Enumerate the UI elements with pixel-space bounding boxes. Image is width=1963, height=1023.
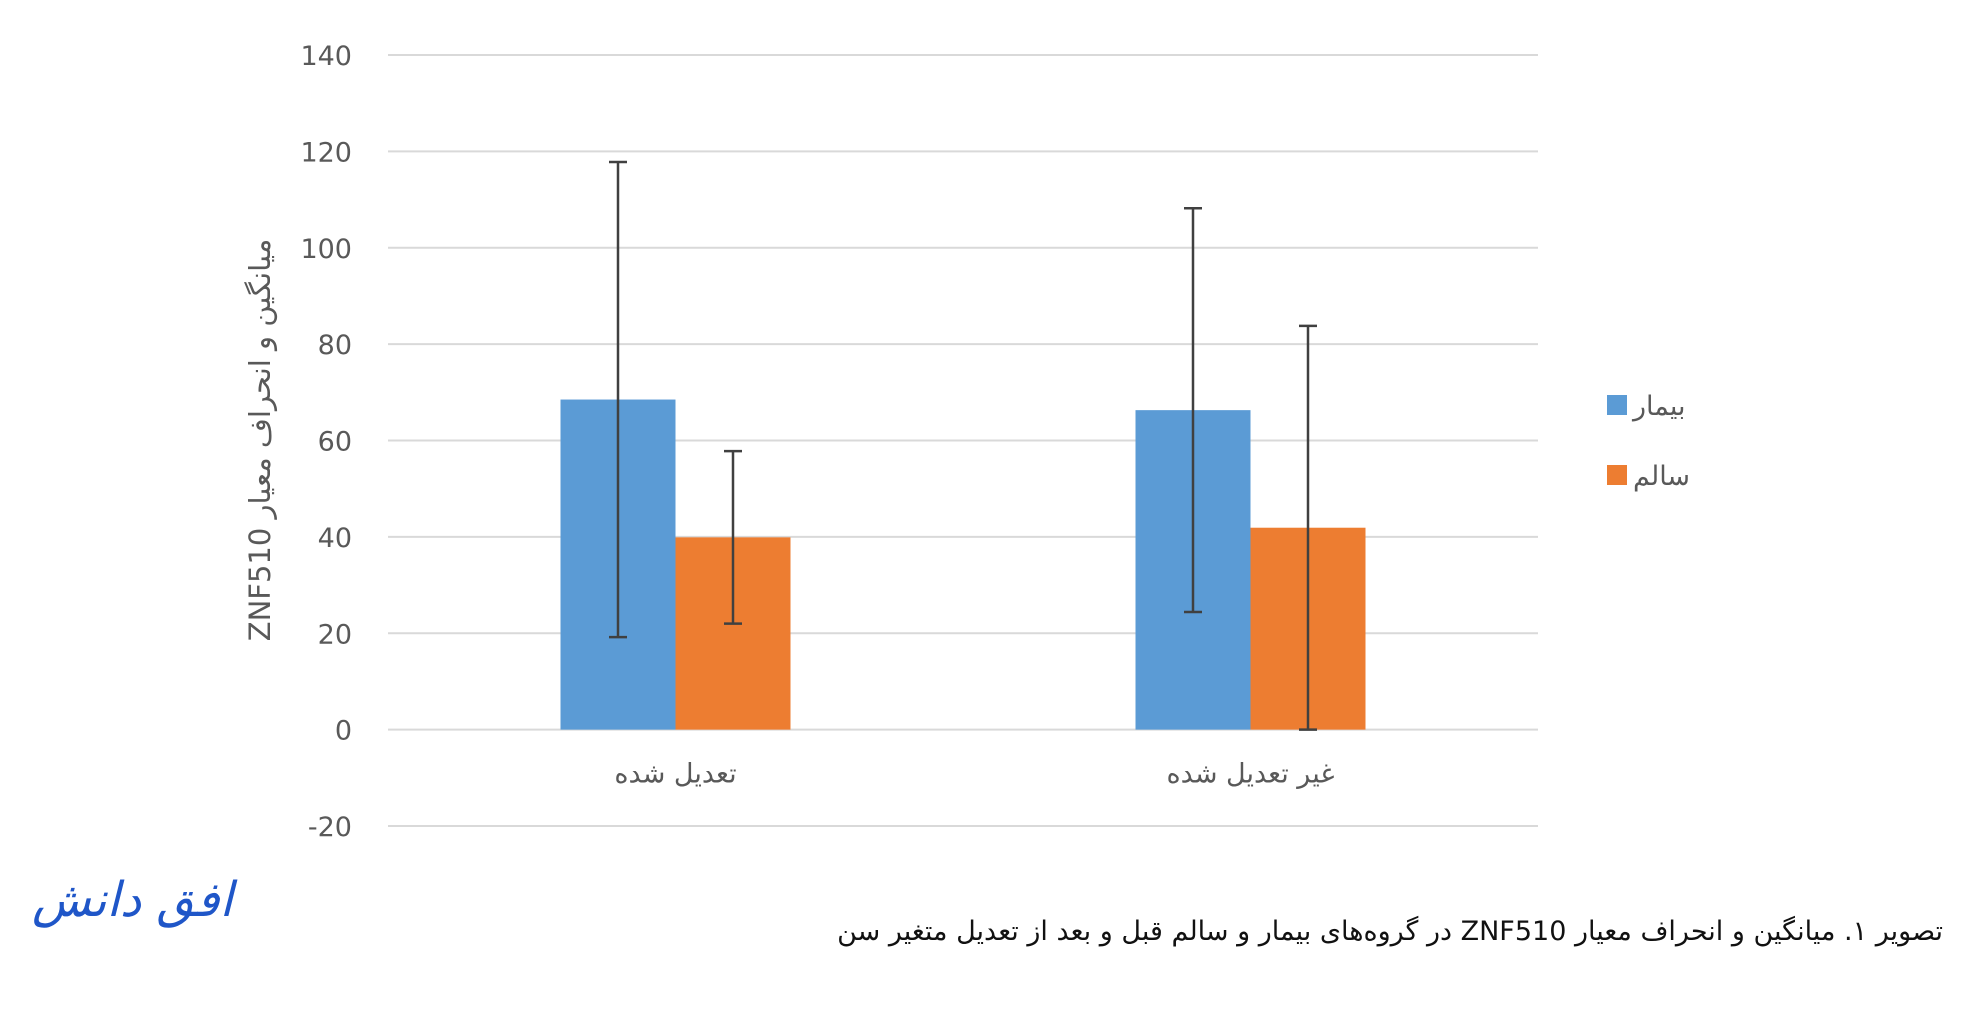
y-axis-title: ZNF510 میانگین و انحراف معیار: [243, 239, 277, 642]
category-label: تعدیل شده: [614, 759, 736, 790]
y-tick-label: -20: [308, 812, 352, 843]
y-tick-label: 80: [318, 330, 352, 361]
y-tick-label: 0: [335, 716, 352, 747]
y-tick-label: 40: [318, 523, 352, 554]
y-tick-label: 120: [300, 137, 352, 168]
legend-swatch: [1607, 465, 1627, 485]
legend-label: سالم: [1633, 461, 1690, 492]
category-label: غیر تعدیل شده: [1167, 759, 1335, 790]
y-tick-label: 60: [318, 427, 352, 458]
figure-caption: تصویر ۱. میانگین و انحراف معیار ZNF510 د…: [837, 916, 1943, 947]
journal-logo: افق دانش: [32, 872, 233, 928]
y-tick-label: 20: [318, 619, 352, 650]
y-tick-label: 140: [300, 41, 352, 72]
legend-swatch: [1607, 395, 1627, 415]
legend-label: بیمار: [1631, 391, 1686, 422]
y-tick-label: 100: [300, 234, 352, 265]
